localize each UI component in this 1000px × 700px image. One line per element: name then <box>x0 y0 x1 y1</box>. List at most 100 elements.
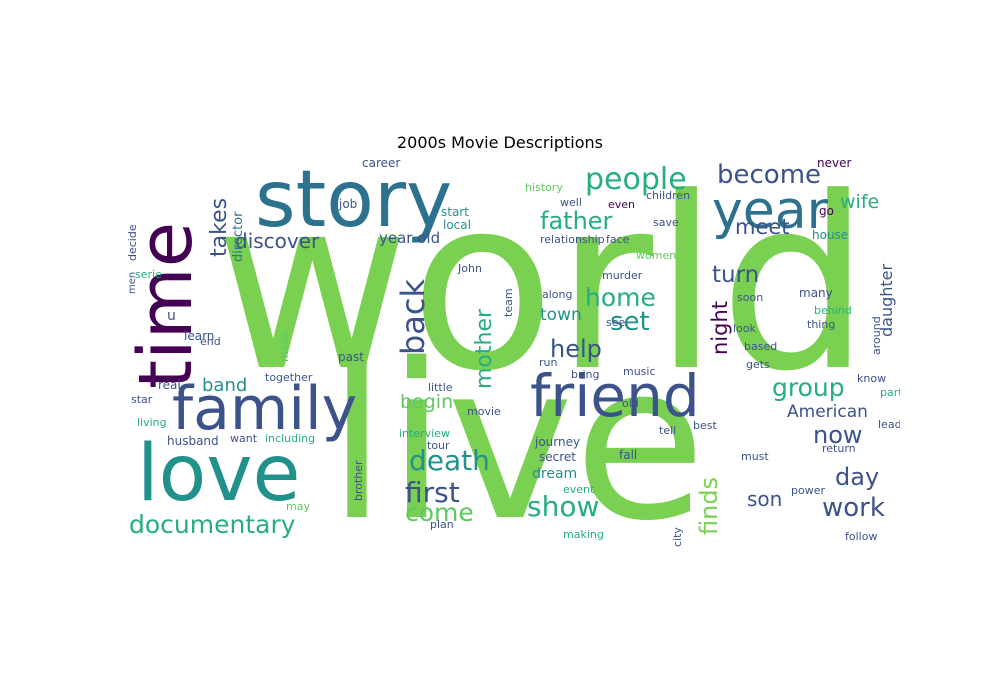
word-brother: brother <box>352 460 365 501</box>
word-come: come <box>405 498 474 527</box>
word-power: power <box>791 484 825 497</box>
chart-title: 2000s Movie Descriptions <box>396 133 604 152</box>
word-time: time <box>127 221 209 389</box>
word-city: city <box>671 527 684 547</box>
word-fall: fall <box>619 448 638 462</box>
word-women: women <box>636 249 677 262</box>
word-go: go <box>819 204 834 218</box>
word-group: group <box>772 373 845 402</box>
word-relationship: relationship <box>540 233 605 246</box>
word-night: night <box>708 300 732 355</box>
word-return: return <box>822 442 856 455</box>
word-job: job <box>339 197 358 211</box>
word-live: live <box>327 317 706 547</box>
word-family: family <box>172 374 358 444</box>
word-takes: takes <box>207 197 232 257</box>
word-town: town <box>540 305 582 325</box>
word-year_old: year old <box>379 229 441 247</box>
word-son: son <box>747 487 783 511</box>
word-run: run <box>539 356 558 369</box>
word-music: music <box>623 365 656 378</box>
word-little: little <box>428 381 453 394</box>
word-making: making <box>563 528 604 541</box>
word-friend: friend <box>530 362 700 430</box>
word-turn: turn <box>712 262 760 288</box>
word-must: must <box>741 450 769 463</box>
word-house: house <box>812 228 849 242</box>
word-lead: lead <box>878 418 900 431</box>
word-bring: bring <box>571 368 600 381</box>
word-mother: mother <box>472 308 497 389</box>
word-best: best <box>693 419 717 432</box>
word-become: become <box>717 160 822 190</box>
word-want: want <box>230 432 258 445</box>
word-u: u <box>167 308 176 324</box>
word-start: start <box>441 205 469 219</box>
word-thing: thing <box>807 318 836 331</box>
word-old: old <box>622 397 639 410</box>
word-love: love <box>137 429 301 519</box>
word-team: team <box>502 288 515 317</box>
word-documentary: documentary <box>129 510 296 539</box>
word-part: part <box>880 386 900 399</box>
word-star: star <box>131 393 153 406</box>
word-end: end <box>200 335 221 348</box>
word-gets: gets <box>746 358 770 371</box>
word-help: help <box>550 335 602 363</box>
word-local: local <box>443 218 471 232</box>
word-journey: journey <box>535 435 581 449</box>
word-even: even <box>608 198 636 211</box>
word-band: band <box>202 375 248 396</box>
word-death: death <box>409 444 490 477</box>
word-children: children <box>646 189 691 202</box>
word-tour: tour <box>427 439 450 452</box>
word-story: story <box>255 157 453 245</box>
word-movie: movie <box>467 405 501 418</box>
word-people: people <box>585 162 687 197</box>
word-home: home <box>585 283 656 312</box>
word-event: event <box>563 483 595 496</box>
word-wife: wife <box>840 191 880 213</box>
word-year: year <box>712 181 829 241</box>
word-show: show <box>527 490 600 523</box>
word-learn: learn <box>184 329 215 343</box>
word-history: history <box>525 181 563 194</box>
word-first: first <box>405 476 460 509</box>
word-made: made <box>278 330 291 362</box>
word-soon: soon <box>737 291 764 304</box>
word-day: day <box>835 463 880 491</box>
word-many: many <box>799 286 833 300</box>
word-well: well <box>560 196 582 209</box>
word-save: save <box>653 216 679 229</box>
word-serie: serie <box>135 268 162 281</box>
word-world: world <box>215 157 871 424</box>
word-never: never <box>817 157 852 170</box>
word-along: along <box>542 288 573 301</box>
word-tell: tell <box>659 424 677 437</box>
word-may: may <box>286 500 310 513</box>
word-men: men <box>127 271 138 294</box>
word-dream: dream <box>532 466 578 482</box>
word-begin: begin <box>400 391 454 413</box>
word-murder: murder <box>602 269 643 282</box>
word-discover: discover <box>235 229 320 253</box>
word-including: including <box>265 432 316 445</box>
word-set: set <box>610 307 650 337</box>
word-director: director <box>231 211 246 262</box>
word-based: based <box>744 340 778 353</box>
word-American: American <box>787 402 868 422</box>
word-look: look <box>733 322 756 335</box>
word-John: John <box>458 262 482 275</box>
word-know: know <box>857 372 887 385</box>
word-real: real <box>158 378 181 392</box>
word-cloud: world live story time love family friend… <box>127 157 900 547</box>
word-now: now <box>813 421 863 449</box>
word-see: see <box>606 316 626 329</box>
word-back: back <box>394 278 432 355</box>
word-together: together <box>265 371 313 384</box>
word-work: work <box>822 493 885 523</box>
word-past: past <box>338 350 364 364</box>
word-plan: plan <box>430 518 454 531</box>
word-around: around <box>870 316 883 355</box>
word-interview: interview <box>399 427 450 440</box>
